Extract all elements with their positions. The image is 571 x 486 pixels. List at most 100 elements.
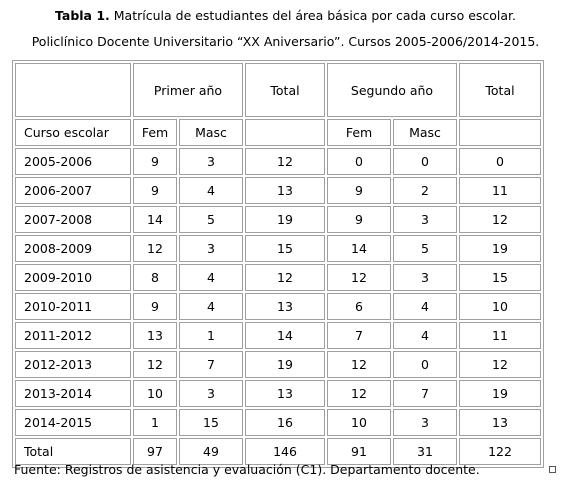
table-caption-subtitle: Policlínico Docente Universitario “XX An…: [31, 34, 540, 49]
total-cell-total-primer: 146: [245, 438, 325, 465]
cell-total-segundo: 11: [459, 177, 541, 204]
cell-curso-escolar: 2012-2013: [15, 351, 131, 378]
cell-curso-escolar: 2005-2006: [15, 148, 131, 175]
cell-curso-escolar: 2013-2014: [15, 380, 131, 407]
cell-masc-primer: 3: [179, 148, 243, 175]
cell-total-primer: 14: [245, 322, 325, 349]
cell-fem-primer: 9: [133, 177, 177, 204]
table-footnote: Fuente: Registros de asistencia y evalua…: [14, 462, 480, 477]
cell-total-primer: 13: [245, 380, 325, 407]
cell-total-segundo: 0: [459, 148, 541, 175]
cell-fem-segundo: 9: [327, 177, 391, 204]
cell-fem-primer: 12: [133, 235, 177, 262]
table-row: 2005-2006 9 3 12 0 0 0: [15, 148, 541, 175]
cell-total-primer: 19: [245, 351, 325, 378]
cell-fem-segundo: 12: [327, 380, 391, 407]
cell-curso-escolar: 2011-2012: [15, 322, 131, 349]
table-row: 2013-2014 10 3 13 12 7 19: [15, 380, 541, 407]
cell-masc-segundo: 7: [393, 380, 457, 407]
cell-total-primer: 16: [245, 409, 325, 436]
total-cell-masc-segundo: 31: [393, 438, 457, 465]
cell-total-segundo: 13: [459, 409, 541, 436]
header-total-empty: [245, 119, 325, 146]
sub-header-row: Curso escolar Fem Masc Fem Masc: [15, 119, 541, 146]
cell-total-primer: 12: [245, 148, 325, 175]
cell-fem-segundo: 0: [327, 148, 391, 175]
table-row: 2014-2015 1 15 16 10 3 13: [15, 409, 541, 436]
cell-fem-primer: 8: [133, 264, 177, 291]
cell-masc-segundo: 3: [393, 206, 457, 233]
cell-masc-primer: 4: [179, 264, 243, 291]
cell-curso-escolar: 2009-2010: [15, 264, 131, 291]
cell-masc-segundo: 3: [393, 409, 457, 436]
cell-total-primer: 12: [245, 264, 325, 291]
table-caption-title: Tabla 1. Matrícula de estudiantes del ár…: [0, 8, 571, 23]
header-fem-primer: Fem: [133, 119, 177, 146]
header-total-primer: Total: [245, 63, 325, 117]
total-cell-curso-escolar: Total: [15, 438, 131, 465]
enrollment-table: Primer año Total Segundo año Total Curso…: [12, 60, 544, 468]
cell-masc-segundo: 0: [393, 148, 457, 175]
cell-masc-segundo: 0: [393, 351, 457, 378]
cell-masc-primer: 4: [179, 177, 243, 204]
corner-marker: [549, 466, 556, 473]
cell-fem-segundo: 9: [327, 206, 391, 233]
group-header-row: Primer año Total Segundo año Total: [15, 63, 541, 117]
cell-masc-primer: 4: [179, 293, 243, 320]
cell-fem-primer: 12: [133, 351, 177, 378]
header-masc-segundo: Masc: [393, 119, 457, 146]
table-row: 2007-2008 14 5 19 9 3 12: [15, 206, 541, 233]
cell-total-segundo: 11: [459, 322, 541, 349]
table-row: 2011-2012 13 1 14 7 4 11: [15, 322, 541, 349]
cell-masc-segundo: 3: [393, 264, 457, 291]
cell-fem-primer: 9: [133, 148, 177, 175]
total-cell-total-segundo: 122: [459, 438, 541, 465]
table-row: 2010-2011 9 4 13 6 4 10: [15, 293, 541, 320]
header-total-segundo: Total: [459, 63, 541, 117]
cell-masc-segundo: 2: [393, 177, 457, 204]
cell-masc-primer: 15: [179, 409, 243, 436]
cell-total-segundo: 19: [459, 235, 541, 262]
cell-fem-segundo: 7: [327, 322, 391, 349]
header-masc-primer: Masc: [179, 119, 243, 146]
cell-total-primer: 13: [245, 177, 325, 204]
cell-masc-primer: 1: [179, 322, 243, 349]
table-row: 2008-2009 12 3 15 14 5 19: [15, 235, 541, 262]
cell-total-segundo: 15: [459, 264, 541, 291]
table-caption-label: Tabla 1.: [54, 8, 110, 23]
cell-masc-primer: 7: [179, 351, 243, 378]
table-row: 2009-2010 8 4 12 12 3 15: [15, 264, 541, 291]
cell-total-primer: 19: [245, 206, 325, 233]
header-total2-empty: [459, 119, 541, 146]
cell-masc-segundo: 5: [393, 235, 457, 262]
total-cell-fem-segundo: 91: [327, 438, 391, 465]
header-segundo-anio: Segundo año: [327, 63, 457, 117]
total-cell-masc-primer: 49: [179, 438, 243, 465]
header-curso-escolar: Curso escolar: [15, 119, 131, 146]
cell-masc-primer: 3: [179, 380, 243, 407]
cell-curso-escolar: 2008-2009: [15, 235, 131, 262]
cell-fem-primer: 1: [133, 409, 177, 436]
total-row: Total 97 49 146 91 31 122: [15, 438, 541, 465]
header-empty-cell: [15, 63, 131, 117]
cell-total-segundo: 10: [459, 293, 541, 320]
cell-masc-segundo: 4: [393, 293, 457, 320]
cell-curso-escolar: 2006-2007: [15, 177, 131, 204]
total-cell-fem-primer: 97: [133, 438, 177, 465]
cell-fem-segundo: 6: [327, 293, 391, 320]
cell-masc-primer: 3: [179, 235, 243, 262]
header-primer-anio: Primer año: [133, 63, 243, 117]
cell-total-primer: 15: [245, 235, 325, 262]
cell-fem-primer: 9: [133, 293, 177, 320]
cell-curso-escolar: 2010-2011: [15, 293, 131, 320]
cell-fem-segundo: 14: [327, 235, 391, 262]
cell-curso-escolar: 2007-2008: [15, 206, 131, 233]
cell-total-primer: 13: [245, 293, 325, 320]
table-row: 2006-2007 9 4 13 9 2 11: [15, 177, 541, 204]
table-caption-text: Matrícula de estudiantes del área básica…: [109, 8, 517, 23]
cell-total-segundo: 12: [459, 206, 541, 233]
cell-fem-primer: 14: [133, 206, 177, 233]
cell-fem-segundo: 12: [327, 264, 391, 291]
cell-fem-segundo: 10: [327, 409, 391, 436]
cell-curso-escolar: 2014-2015: [15, 409, 131, 436]
